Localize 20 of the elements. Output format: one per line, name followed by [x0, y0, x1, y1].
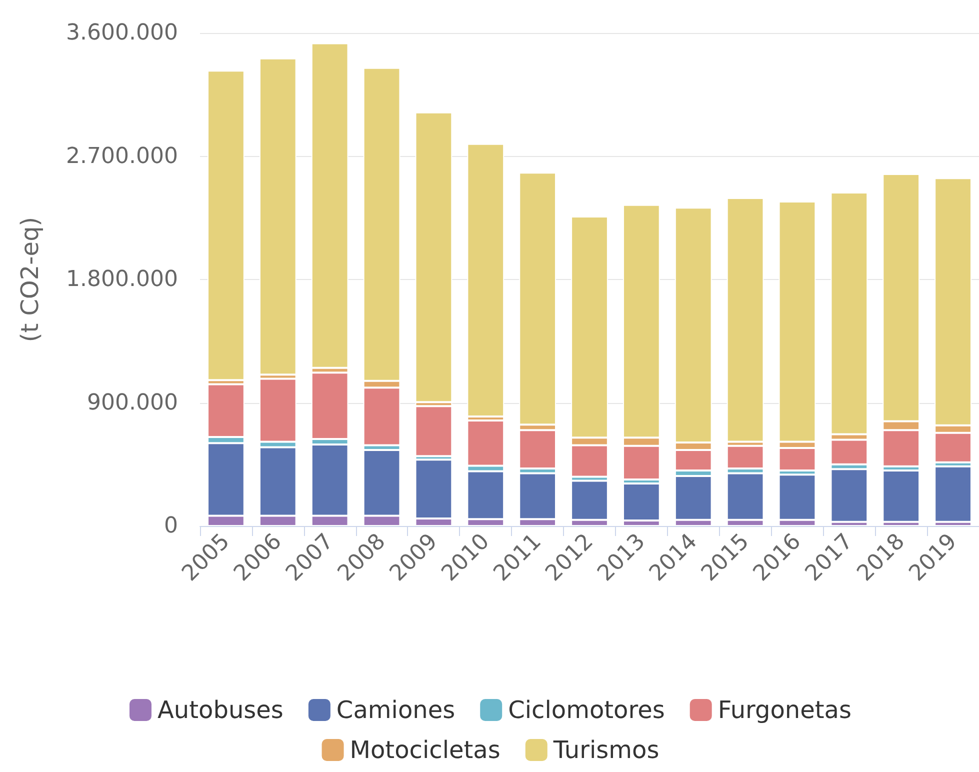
- legend-label: Turismos: [552, 736, 660, 764]
- y-tick-label: 900.000: [87, 390, 178, 416]
- legend-label: Motocicletas: [350, 736, 500, 764]
- legend-label: Autobuses: [157, 696, 284, 724]
- bar: [415, 406, 452, 456]
- bar: [467, 144, 504, 416]
- bar: [934, 466, 972, 522]
- y-tick-label: 1.800.000: [66, 267, 178, 292]
- bar: [208, 70, 244, 380]
- y-tick-label: 2.700.000: [66, 144, 178, 169]
- legend-label: Ciclomotores: [508, 696, 665, 724]
- legend-label: Camiones: [336, 696, 456, 724]
- y-axis-title: (t CO2-eq): [16, 216, 44, 342]
- bar: [726, 198, 764, 442]
- y-tick-label: 3.600.000: [66, 20, 178, 46]
- bar: [882, 470, 920, 522]
- bar: [415, 112, 452, 402]
- y-tick-label: 0: [164, 514, 178, 538]
- bar: [259, 58, 296, 375]
- legend-label: Furgonetas: [718, 696, 852, 724]
